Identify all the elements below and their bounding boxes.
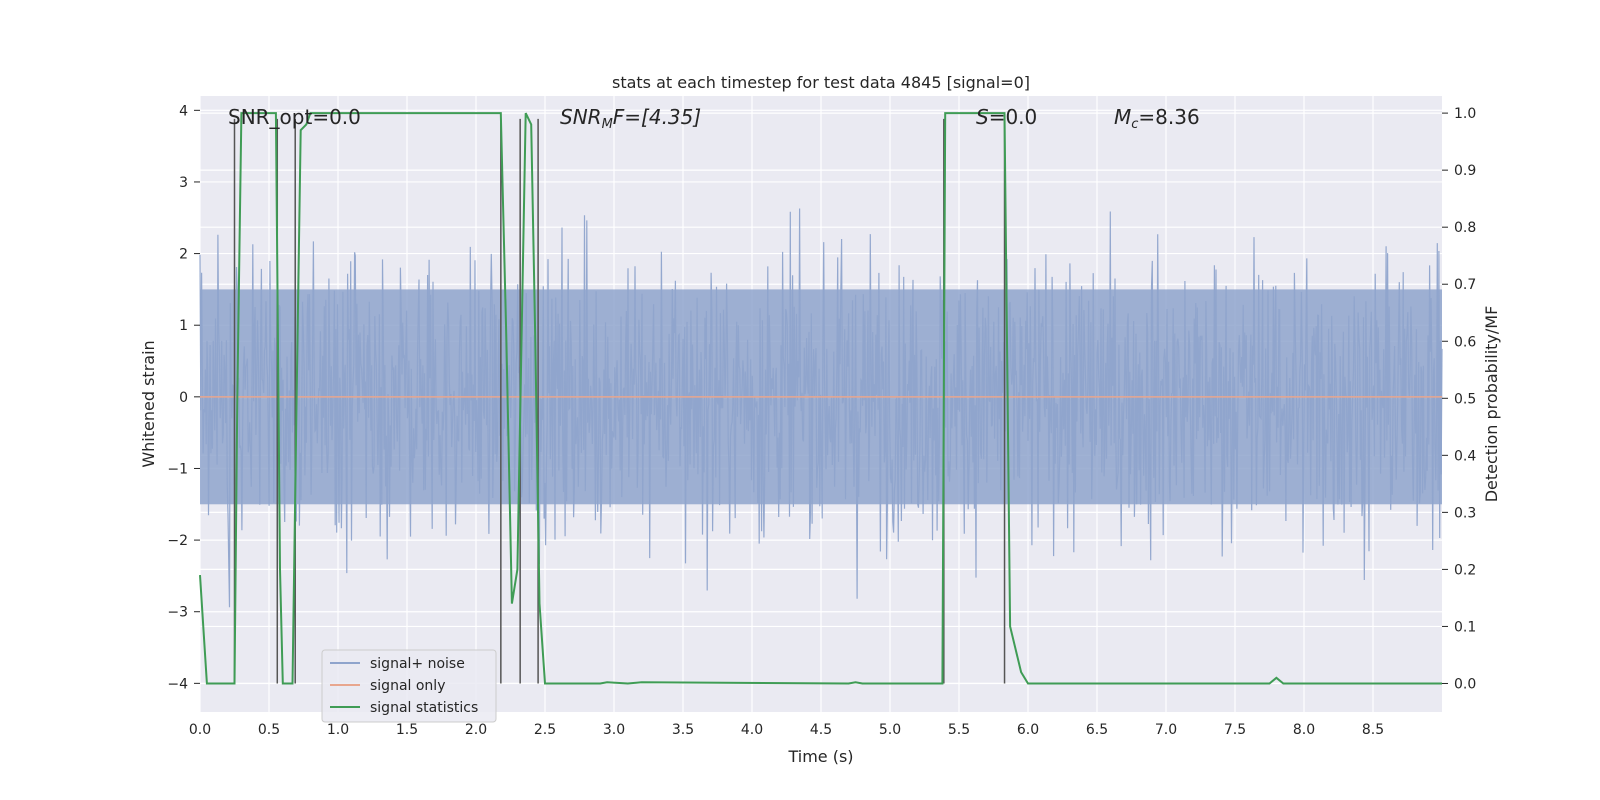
annotation-s-prefix: S	[976, 105, 989, 129]
y-right-tick-label: 0.4	[1454, 448, 1476, 464]
y-right-tick-label: 0.0	[1454, 676, 1476, 692]
y-left-tick-label: −4	[167, 676, 188, 692]
y-right-tick-label: 0.7	[1454, 277, 1476, 293]
y-right-tick-label: 1.0	[1454, 106, 1476, 122]
y-left-axis-label: Whitened strain	[139, 340, 158, 467]
legend-label-signal-noise: signal+ noise	[370, 656, 465, 672]
annotation-mc-sub: c	[1131, 117, 1138, 132]
x-tick-label: 6.5	[1086, 722, 1108, 738]
signal-statistics-line	[199, 112, 1442, 685]
y-left-tick-label: −2	[167, 533, 188, 549]
y-right-tick-label: 0.3	[1454, 505, 1476, 521]
y-right-tick-label: 0.8	[1454, 220, 1476, 236]
x-tick-label: 5.0	[879, 722, 901, 738]
x-axis-ticks: 0.0 0.5 1.0 1.5 2.0 2.5 3.0 3.5 4.0 4.5 5.0 5.5 6.0 6…	[189, 722, 1384, 738]
annotation-s: S=0.0	[976, 105, 1037, 129]
x-tick-label: 4.5	[810, 722, 832, 738]
x-tick-label: 7.0	[1155, 722, 1177, 738]
x-tick-label: 8.0	[1293, 722, 1315, 738]
y-left-tick-label: 4	[179, 103, 188, 119]
y-right-tick-label: 0.2	[1454, 562, 1476, 578]
signal-statistics-series	[199, 112, 1442, 685]
legend-box	[321, 649, 497, 723]
x-tick-label: 2.5	[534, 722, 556, 738]
y-right-tick-label: 0.9	[1454, 163, 1476, 179]
x-tick-label: 5.5	[948, 722, 970, 738]
x-tick-label: 3.5	[672, 722, 694, 738]
x-tick-label: 1.5	[396, 722, 418, 738]
y-left-tick-label: 1	[179, 318, 188, 334]
y-left-tick-label: −1	[167, 461, 188, 477]
annotation-snr-mf-suffix: F=[4.35]	[613, 105, 701, 129]
y-right-axis-label: Detection probability/MF	[1482, 306, 1501, 503]
y-right-axis-ticks: 1.0 0.9 0.8 0.7 0.6 0.5 0.4 0.3 0.2 0.1 0.0	[1442, 106, 1476, 692]
x-tick-label: 0.0	[189, 722, 211, 738]
legend: signal+ noise signal only signal statist…	[321, 649, 497, 723]
y-right-tick-label: 0.6	[1454, 334, 1476, 350]
y-left-tick-label: 0	[179, 390, 188, 406]
x-tick-label: 3.0	[603, 722, 625, 738]
legend-entry-signal-noise: signal+ noise	[330, 656, 465, 672]
x-tick-label: 8.5	[1362, 722, 1384, 738]
annotation-mc-suffix: =8.36	[1138, 105, 1199, 129]
y-left-tick-label: 3	[179, 175, 188, 191]
annotation-snr-mf-prefix: SNR	[560, 105, 602, 129]
chart-title: stats at each timestep for test data 484…	[612, 73, 1030, 92]
x-tick-label: 0.5	[258, 722, 280, 738]
x-tick-label: 4.0	[741, 722, 763, 738]
legend-label-signal-statistics: signal statistics	[370, 700, 478, 716]
y-left-axis-ticks: 4 3 2 1 0 −1 −2 −3 −4	[167, 103, 200, 692]
x-tick-label: 2.0	[465, 722, 487, 738]
annotation-mc-prefix: M	[1114, 105, 1131, 129]
y-left-tick-label: −3	[167, 605, 188, 621]
x-tick-label: 7.5	[1224, 722, 1246, 738]
signal-noise-line	[199, 208, 1443, 608]
annotation-mc: Mc=8.36	[1114, 105, 1200, 132]
annotation-snr-opt: SNR_opt=0.0	[228, 105, 361, 129]
annotation-snr-mf-sub: M	[602, 117, 613, 132]
legend-entry-signal-only: signal only	[330, 678, 445, 694]
legend-label-signal-only: signal only	[370, 678, 445, 694]
y-right-tick-label: 0.5	[1454, 391, 1476, 407]
legend-entry-signal-statistics: signal statistics	[330, 700, 478, 716]
annotation-s-suffix: =0.0	[989, 105, 1038, 129]
annotation-snr-mf: SNRMF=[4.35]	[560, 105, 701, 132]
x-tick-label: 6.0	[1017, 722, 1039, 738]
x-tick-label: 1.0	[327, 722, 349, 738]
x-axis-label: Time (s)	[787, 747, 853, 766]
y-right-tick-label: 0.1	[1454, 619, 1476, 635]
y-left-tick-label: 2	[179, 247, 188, 263]
